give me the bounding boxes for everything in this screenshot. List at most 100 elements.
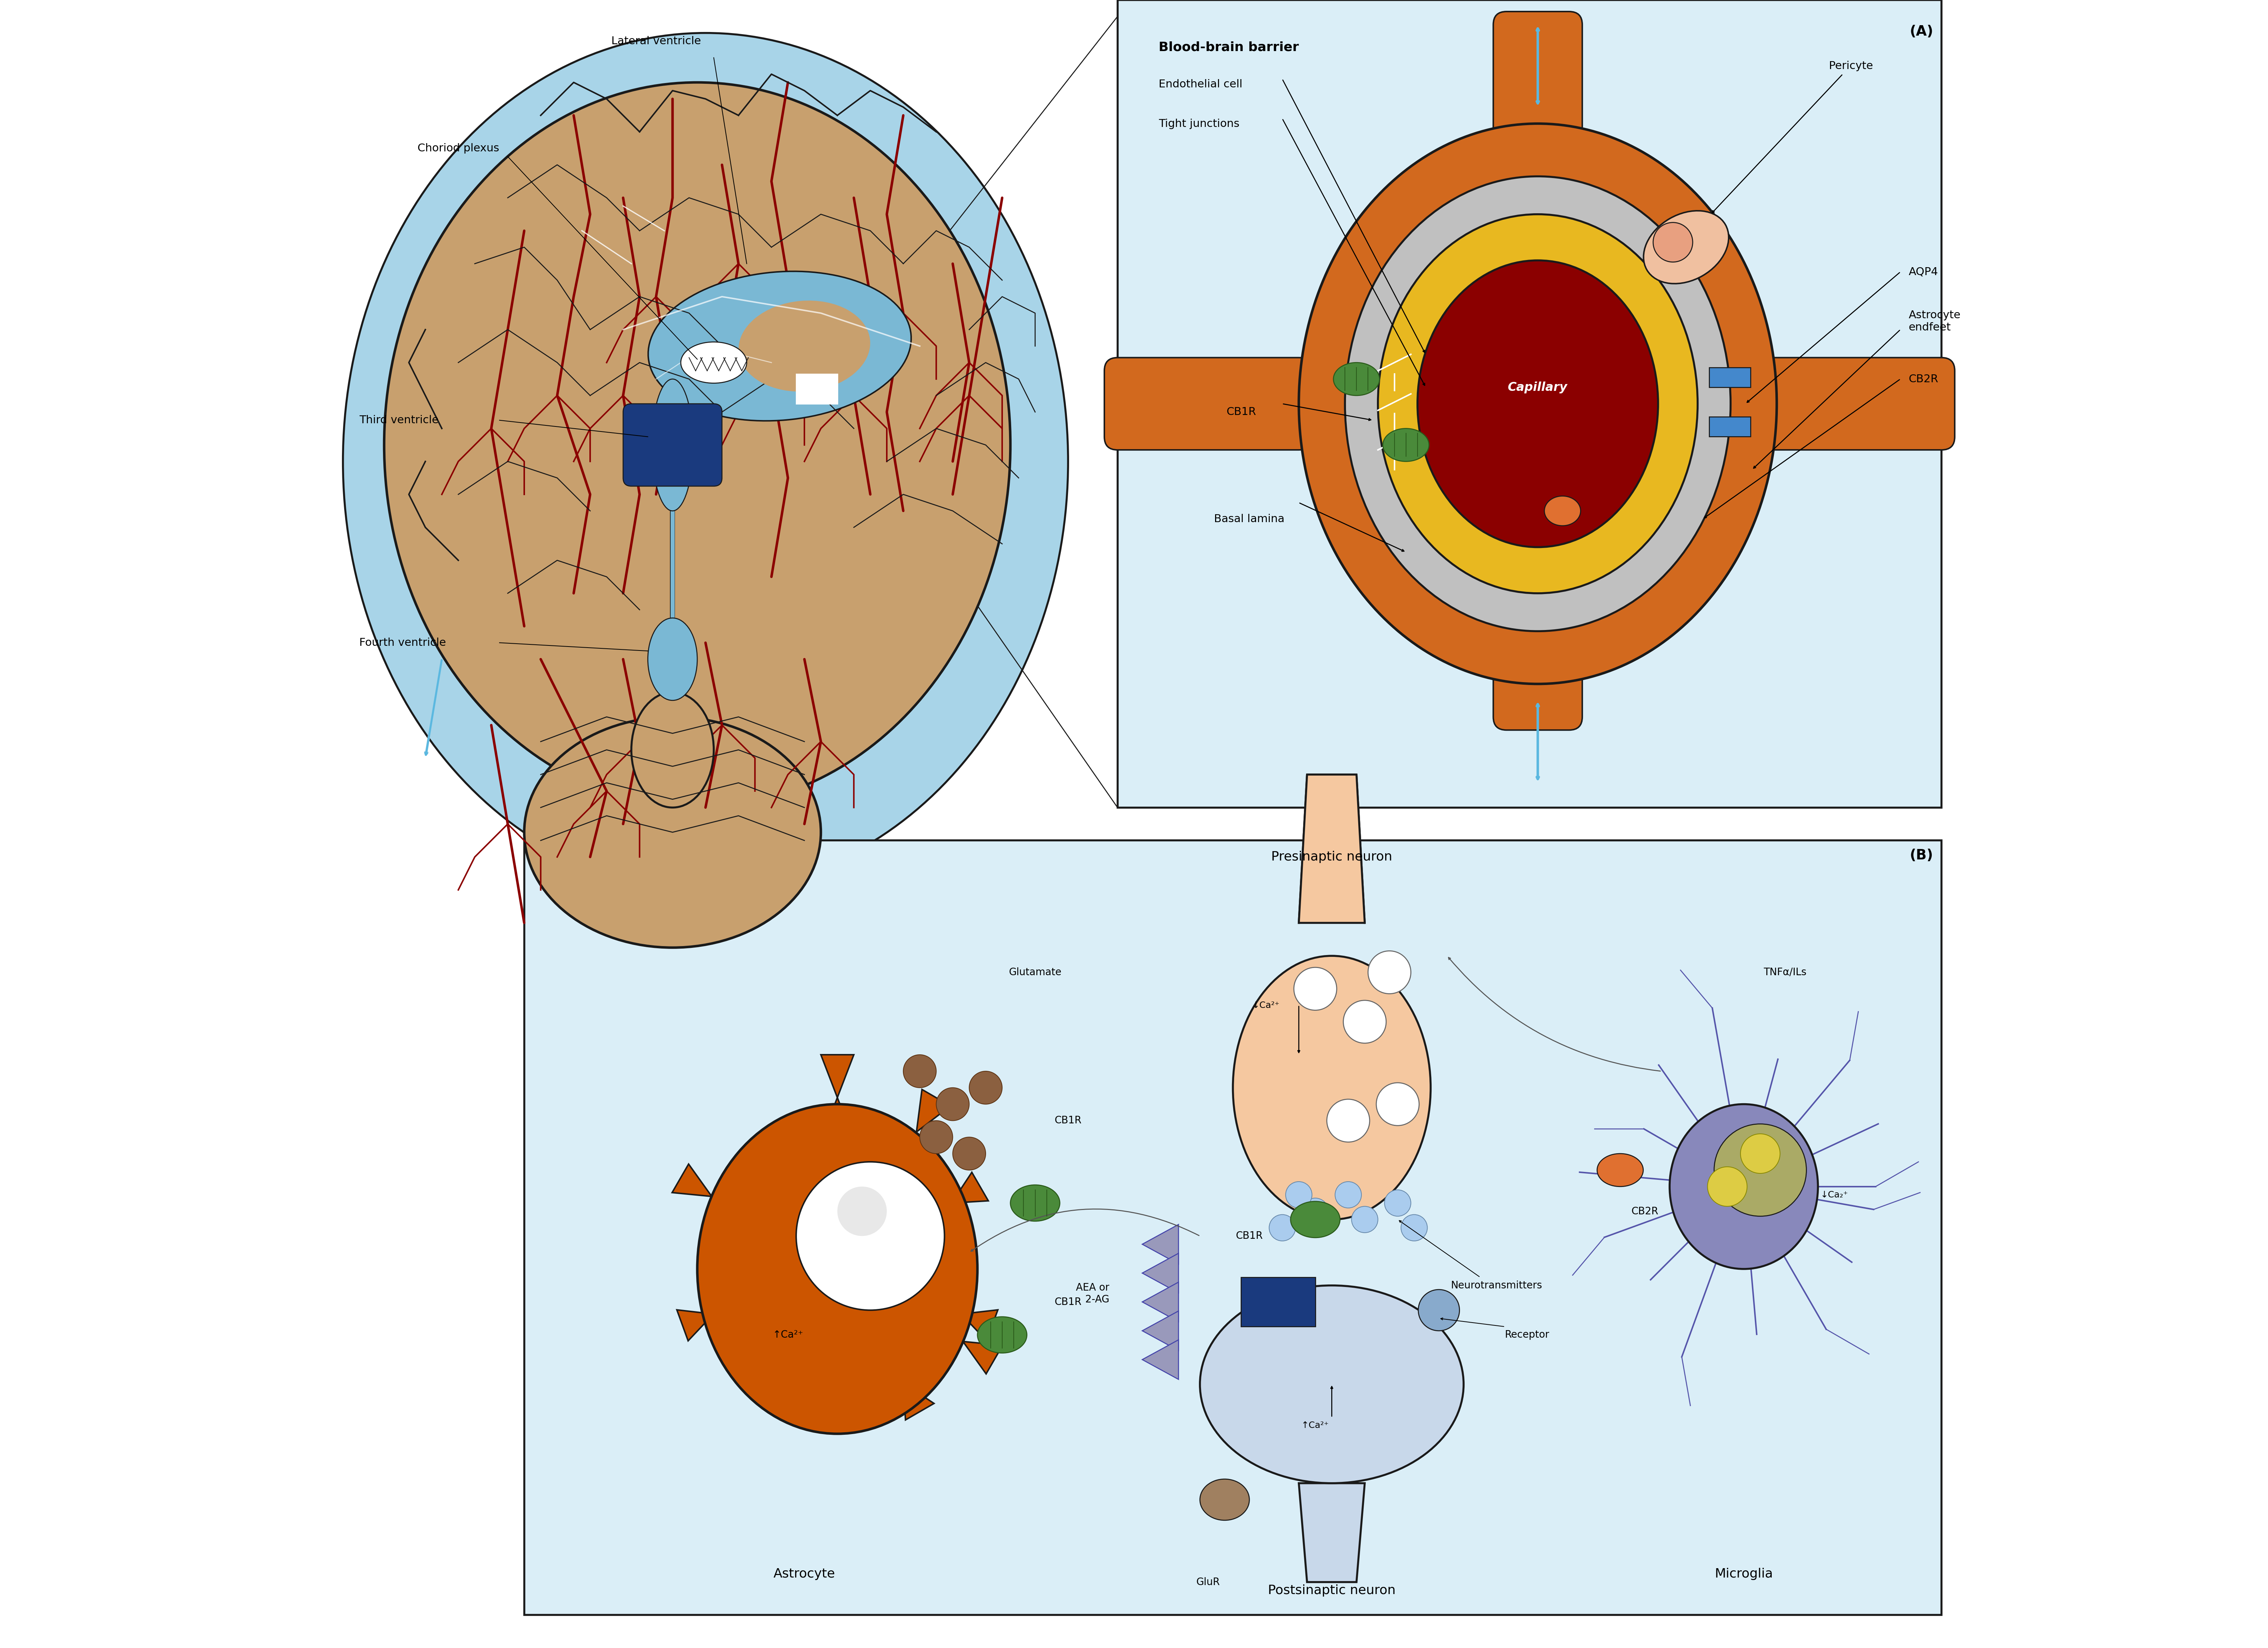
Circle shape <box>937 1088 968 1121</box>
Ellipse shape <box>651 379 694 511</box>
Text: CB1R: CB1R <box>1055 1116 1082 1126</box>
Circle shape <box>1740 1134 1780 1173</box>
Ellipse shape <box>1597 1154 1644 1187</box>
Text: (A): (A) <box>1910 25 1932 38</box>
Ellipse shape <box>978 1317 1027 1353</box>
Circle shape <box>1715 1124 1805 1216</box>
Text: Glutamate: Glutamate <box>1009 967 1061 977</box>
Polygon shape <box>805 1211 1002 1374</box>
Ellipse shape <box>631 692 714 808</box>
FancyBboxPatch shape <box>1492 555 1583 730</box>
Circle shape <box>1368 951 1411 994</box>
Ellipse shape <box>1669 1104 1819 1269</box>
FancyBboxPatch shape <box>624 404 721 486</box>
Circle shape <box>837 1187 887 1236</box>
Ellipse shape <box>383 82 1012 808</box>
Text: Tight junctions: Tight junctions <box>1159 119 1241 129</box>
Circle shape <box>1286 1182 1311 1208</box>
Ellipse shape <box>649 272 912 420</box>
Text: Endothelial cell: Endothelial cell <box>1159 79 1243 89</box>
FancyBboxPatch shape <box>1118 0 1941 808</box>
Text: Third ventricle: Third ventricle <box>358 415 438 425</box>
Polygon shape <box>1143 1282 1179 1322</box>
Circle shape <box>1336 1182 1361 1208</box>
Circle shape <box>1293 967 1336 1010</box>
Ellipse shape <box>1200 1480 1250 1519</box>
Text: ↓Ca²⁺: ↓Ca²⁺ <box>1252 1000 1279 1010</box>
Text: Neurotransmitters: Neurotransmitters <box>1452 1280 1542 1290</box>
Text: (B): (B) <box>1910 849 1932 862</box>
Circle shape <box>953 1137 987 1170</box>
Text: Fourth ventricle: Fourth ventricle <box>358 638 447 648</box>
Polygon shape <box>671 1163 871 1327</box>
Text: GluR: GluR <box>1195 1577 1220 1587</box>
FancyBboxPatch shape <box>1710 368 1751 387</box>
Polygon shape <box>1143 1312 1179 1351</box>
Text: Astrocyte: Astrocyte <box>773 1567 835 1580</box>
Text: ↓Ca₂⁺: ↓Ca₂⁺ <box>1821 1190 1848 1200</box>
Polygon shape <box>805 1172 989 1327</box>
Text: Pericyte: Pericyte <box>1828 61 1873 71</box>
Text: CB1R: CB1R <box>1236 1231 1263 1241</box>
Ellipse shape <box>1234 956 1431 1220</box>
Polygon shape <box>1143 1340 1179 1379</box>
Ellipse shape <box>524 717 821 948</box>
Text: Basal lamina: Basal lamina <box>1213 514 1284 524</box>
FancyBboxPatch shape <box>1710 417 1751 437</box>
Ellipse shape <box>1644 211 1728 283</box>
FancyBboxPatch shape <box>524 840 1941 1615</box>
Circle shape <box>1377 1083 1420 1126</box>
Circle shape <box>1653 222 1692 262</box>
Text: CB2R: CB2R <box>1631 1206 1658 1216</box>
Ellipse shape <box>649 618 696 700</box>
Text: Microglia: Microglia <box>1715 1567 1774 1580</box>
Text: AEA or
2-AG: AEA or 2-AG <box>1075 1282 1109 1305</box>
Polygon shape <box>748 1132 894 1302</box>
Circle shape <box>1402 1215 1427 1241</box>
Ellipse shape <box>1200 1285 1463 1483</box>
Ellipse shape <box>1418 1289 1461 1332</box>
Ellipse shape <box>1334 363 1379 396</box>
Circle shape <box>1708 1167 1746 1206</box>
Ellipse shape <box>1545 496 1581 526</box>
Circle shape <box>1302 1198 1329 1224</box>
Polygon shape <box>748 1236 894 1406</box>
Text: Astrocyte
endfeet: Astrocyte endfeet <box>1910 310 1960 333</box>
Circle shape <box>921 1121 953 1154</box>
Polygon shape <box>771 1055 903 1269</box>
Text: ↑Ca²⁺: ↑Ca²⁺ <box>773 1330 803 1340</box>
Ellipse shape <box>680 341 746 382</box>
Ellipse shape <box>1345 176 1730 631</box>
Circle shape <box>1352 1206 1379 1233</box>
Text: CB1R: CB1R <box>1055 1297 1082 1307</box>
Text: Postsinaptic neuron: Postsinaptic neuron <box>1268 1584 1395 1597</box>
Text: ↑Ca²⁺: ↑Ca²⁺ <box>1302 1421 1329 1430</box>
Polygon shape <box>780 1089 950 1302</box>
Text: Receptor: Receptor <box>1504 1330 1549 1340</box>
Ellipse shape <box>739 300 871 392</box>
FancyBboxPatch shape <box>1492 12 1583 186</box>
Text: Presinaptic neuron: Presinaptic neuron <box>1272 850 1393 864</box>
Polygon shape <box>1143 1224 1179 1264</box>
Polygon shape <box>780 1236 934 1421</box>
Text: Lateral ventricle: Lateral ventricle <box>612 36 701 46</box>
FancyBboxPatch shape <box>1746 358 1955 450</box>
Circle shape <box>1343 1000 1386 1043</box>
FancyBboxPatch shape <box>1105 358 1311 450</box>
Ellipse shape <box>1290 1201 1340 1238</box>
Ellipse shape <box>1379 214 1699 593</box>
Polygon shape <box>1300 775 1365 923</box>
Circle shape <box>968 1071 1002 1104</box>
Text: CB1R: CB1R <box>1227 407 1256 417</box>
Circle shape <box>903 1055 937 1088</box>
Circle shape <box>1383 1190 1411 1216</box>
Ellipse shape <box>696 1104 978 1434</box>
Polygon shape <box>1300 1483 1365 1582</box>
Text: CB2R: CB2R <box>1910 374 1939 384</box>
Circle shape <box>1270 1215 1295 1241</box>
Text: Capillary: Capillary <box>1508 381 1567 394</box>
Ellipse shape <box>1418 260 1658 547</box>
Text: Choriod plexus: Choriod plexus <box>417 143 499 153</box>
Text: Blood-brain barrier: Blood-brain barrier <box>1159 41 1300 53</box>
FancyBboxPatch shape <box>1241 1277 1315 1327</box>
